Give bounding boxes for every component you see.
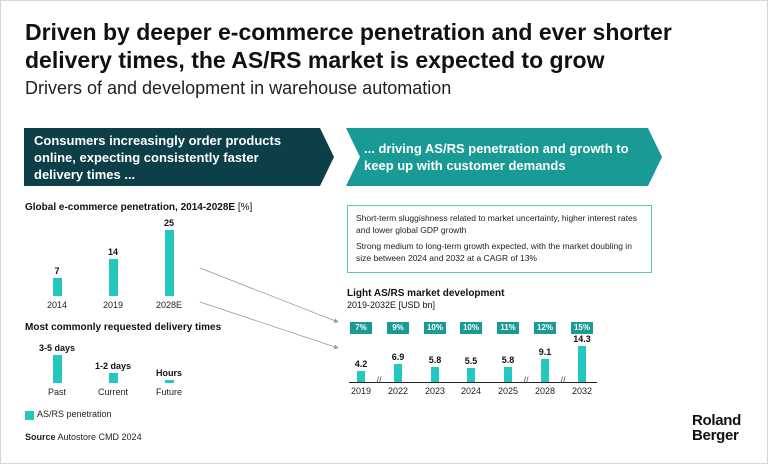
asrs-value-label: 14.3	[573, 333, 591, 344]
ecommerce-chart-unit: [%]	[237, 202, 253, 213]
asrs-bar	[357, 371, 365, 382]
asrs-value-label: 5.5	[464, 355, 478, 366]
ecommerce-bar	[164, 230, 174, 296]
delivery-category-label: Past	[47, 387, 66, 397]
asrs-bar	[394, 364, 402, 382]
asrs-value-label: 4.2	[354, 359, 368, 370]
asrs-penetration-badge: 15%	[571, 322, 593, 334]
asrs-value-label: 6.9	[391, 352, 405, 363]
ecommerce-chart-title: Global e-commerce penetration, 2014-2028…	[25, 202, 252, 213]
source-text: Autostore CMD 2024	[57, 432, 142, 442]
asrs-axis-line	[349, 382, 597, 383]
left-banner-text: Consumers increasingly order products on…	[34, 132, 282, 182]
delivery-bar	[164, 380, 174, 383]
axis-break-mark: //	[560, 375, 566, 385]
delivery-category-label: Current	[97, 387, 128, 397]
asrs-bar	[578, 345, 586, 382]
asrs-value-label: 5.8	[428, 355, 442, 366]
info-box: Short-term sluggishness related to marke…	[347, 205, 652, 273]
asrs-penetration-badge: 11%	[497, 322, 519, 334]
page-subtitle: Drivers of and development in warehouse …	[25, 78, 452, 98]
asrs-category-label: 2022	[387, 386, 409, 396]
delivery-value-label: 1-2 days	[94, 360, 132, 371]
delivery-chart-title: Most commonly requested delivery times	[25, 322, 222, 333]
asrs-penetration-badge: 12%	[534, 322, 556, 334]
right-banner-text: ... driving AS/RS penetration and growth…	[364, 141, 629, 173]
asrs-bar	[541, 358, 549, 382]
asrs-penetration-badge: 9%	[387, 322, 409, 334]
ecommerce-value-label: 7	[54, 265, 60, 276]
ecommerce-category-label: 2014	[46, 300, 68, 310]
delivery-value-label: 3-5 days	[38, 343, 76, 353]
asrs-penetration-badge: 10%	[424, 322, 446, 334]
left-banner: Consumers increasingly order products on…	[24, 128, 334, 186]
asrs-category-label: 2023	[424, 386, 446, 396]
logo-line-2: Berger	[692, 427, 739, 444]
asrs-value-label: 5.8	[501, 355, 515, 366]
legend-label: AS/RS penetration	[37, 409, 112, 419]
ecommerce-value-label: 25	[163, 218, 174, 228]
source-note: Source Autostore CMD 2024	[25, 432, 142, 442]
source-label: Source	[25, 432, 56, 442]
asrs-penetration-badge: 7%	[350, 322, 372, 334]
ecommerce-value-label: 14	[107, 247, 118, 258]
asrs-bar	[504, 367, 512, 382]
right-banner: ... driving AS/RS penetration and growth…	[346, 128, 662, 186]
ecommerce-category-label: 2019	[102, 300, 124, 310]
ecommerce-chart-title-text: Global e-commerce penetration, 2014-2028…	[25, 202, 236, 213]
delivery-category-label: Future	[155, 387, 182, 397]
page-title: Driven by deeper e-commerce penetration …	[25, 19, 672, 73]
asrs-category-label: 2028	[534, 386, 556, 396]
info-line-2: Strong medium to long-term growth expect…	[356, 241, 632, 263]
asrs-bar	[467, 367, 475, 382]
info-line-1: Short-term sluggishness related to marke…	[356, 213, 637, 235]
logo-line-1: Roland	[692, 412, 742, 429]
asrs-bar	[431, 367, 439, 382]
delivery-value-label: Hours	[155, 368, 182, 378]
axis-break-mark: //	[376, 375, 382, 385]
asrs-penetration-badge: 10%	[460, 322, 482, 334]
legend-swatch	[25, 411, 34, 420]
ecommerce-bar	[52, 277, 62, 296]
asrs-chart-subtitle: 2019-2032E [USD bn]	[347, 300, 436, 310]
roland-berger-logo: Roland Berger	[692, 413, 741, 443]
asrs-category-label: 2025	[497, 386, 519, 396]
asrs-category-label: 2032	[571, 386, 593, 396]
ecommerce-category-label: 2028E	[155, 300, 183, 310]
asrs-category-label: 2019	[350, 386, 372, 396]
ecommerce-bar	[108, 259, 118, 296]
asrs-category-label: 2024	[460, 386, 482, 396]
asrs-chart-title: Light AS/RS market development	[347, 288, 505, 299]
asrs-value-label: 9.1	[538, 346, 552, 357]
delivery-bar	[108, 372, 118, 383]
axis-break-mark: //	[523, 375, 529, 385]
delivery-bar	[52, 355, 62, 383]
